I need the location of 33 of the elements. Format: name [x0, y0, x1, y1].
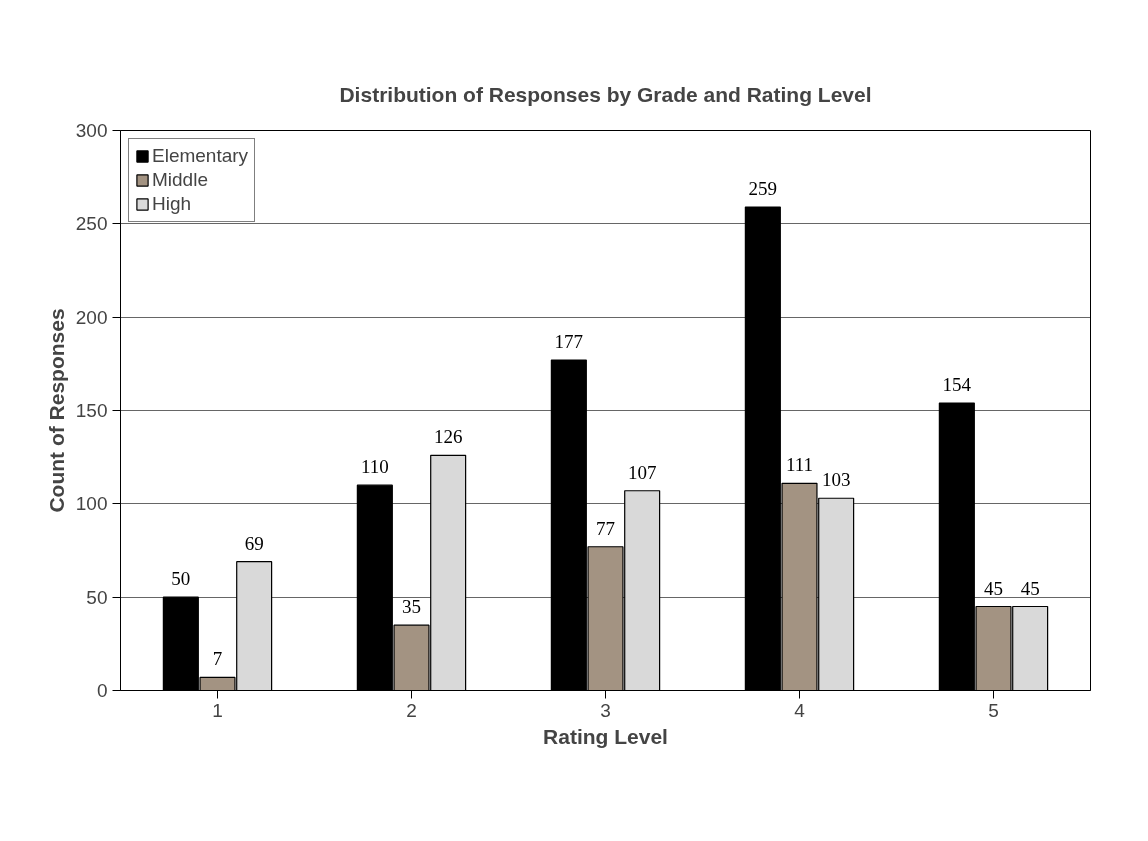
chart-title: Distribution of Responses by Grade and Rating Level	[339, 82, 872, 106]
y-tick-label: 0	[96, 680, 108, 701]
data-label: 77	[596, 517, 615, 539]
data-label: 107	[627, 461, 657, 483]
data-label: 45	[1020, 577, 1040, 599]
x-tick-label: 1	[212, 699, 223, 721]
x-tick-label: 2	[406, 699, 417, 721]
data-label: 35	[402, 596, 421, 618]
legend-label: Middle	[152, 169, 208, 191]
y-tick-label: 300	[75, 120, 108, 141]
y-tick-label: 50	[86, 586, 108, 608]
legend-label: Elementary	[152, 145, 249, 167]
x-axis-title: Rating Level	[543, 724, 668, 748]
legend-label: High	[152, 193, 192, 215]
y-tick-label: 200	[75, 306, 108, 328]
data-label: 111	[785, 454, 814, 476]
data-label: 7	[212, 648, 223, 670]
data-label: 45	[984, 577, 1003, 599]
x-tick-label: 5	[988, 699, 999, 721]
y-tick-label: 150	[75, 400, 108, 421]
y-axis-title: Count of Responses	[44, 308, 68, 513]
data-label: 103	[821, 469, 851, 491]
data-label: 69	[244, 532, 264, 554]
y-tick-label: 250	[75, 213, 108, 235]
data-label: 259	[748, 178, 778, 200]
data-label: 110	[360, 456, 389, 478]
data-label: 154	[942, 374, 972, 396]
data-label: 126	[433, 426, 463, 448]
data-label: 177	[554, 331, 584, 353]
y-tick-label: 100	[75, 493, 108, 515]
x-tick-label: 3	[600, 699, 611, 721]
x-tick-label: 4	[794, 699, 806, 721]
data-label: 50	[171, 568, 191, 590]
